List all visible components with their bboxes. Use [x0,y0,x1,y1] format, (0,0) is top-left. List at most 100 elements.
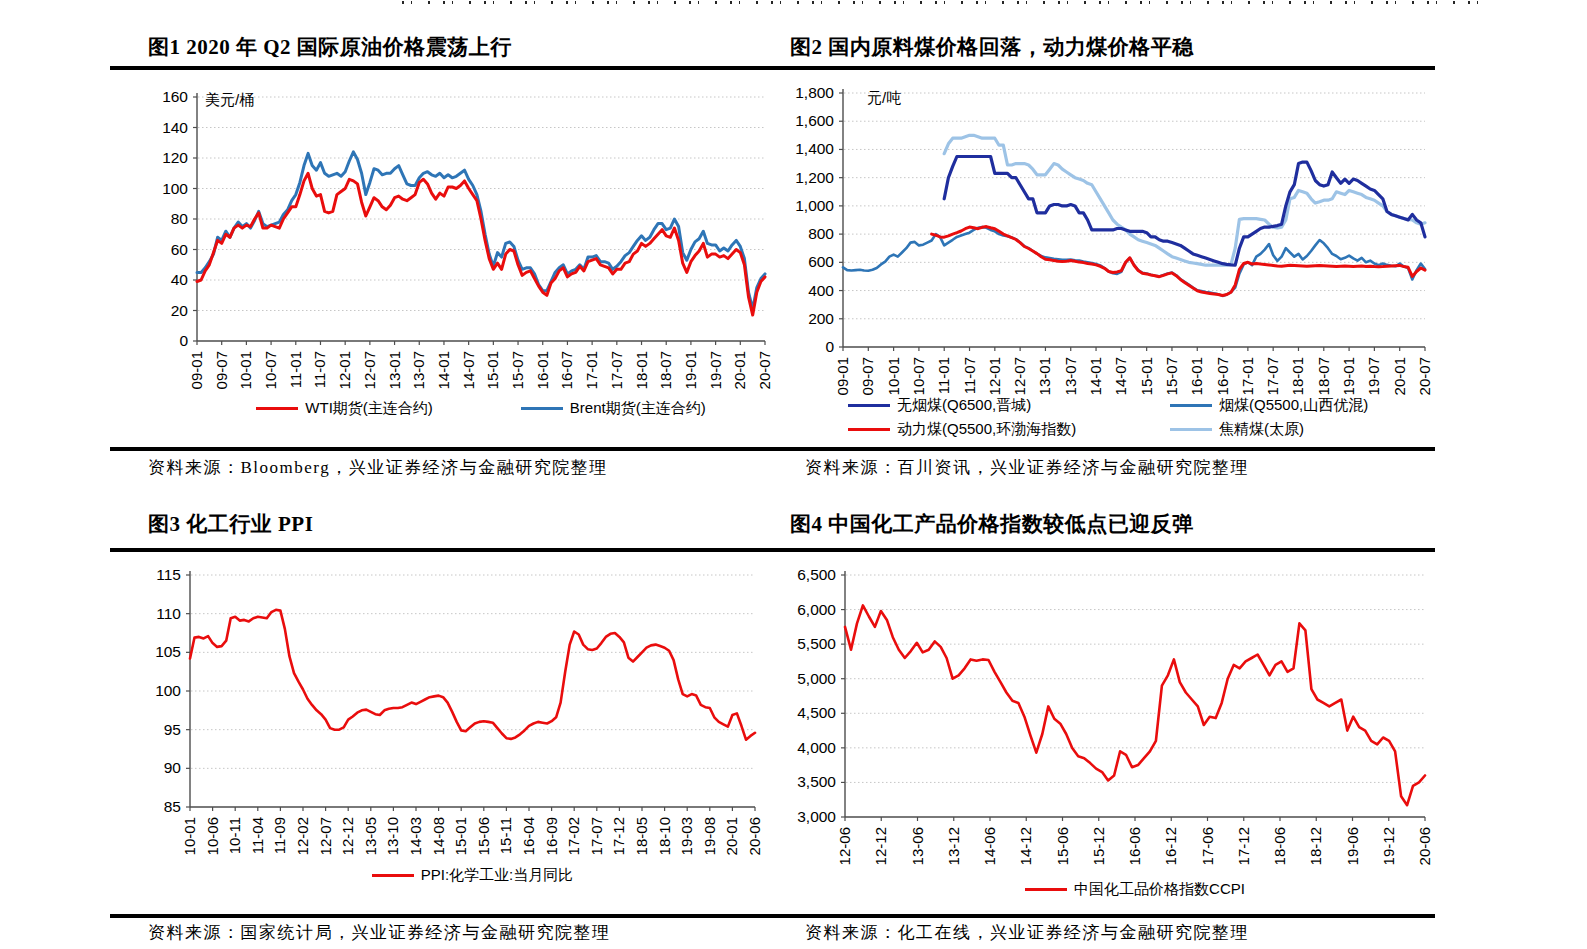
x-tick-label: 18-01 [633,351,650,389]
x-tick-label: 15-12 [1090,827,1107,865]
series-line-0 [845,605,1425,805]
x-tick-label: 15-06 [475,817,492,855]
bituminous-line-swatch [1170,404,1212,407]
wti-line-swatch [256,407,298,410]
x-tick-label: 14-03 [407,817,424,855]
coking-line-swatch [1170,428,1212,431]
x-tick-label: 19-08 [701,817,718,855]
x-tick-label: 17-12 [1235,827,1252,865]
legend-item-ccpi: 中国化工品价格指数CCPI [1025,880,1245,899]
x-tick-label: 16-04 [520,817,537,855]
y-tick-label: 0 [179,332,188,349]
y-tick-label: 4,000 [797,739,836,756]
figure3-title: 图3 化工行业 PPI [148,510,313,538]
x-tick-label: 09-07 [213,351,230,389]
y-tick-label: 0 [825,338,834,355]
x-tick-label: 20-01 [731,351,748,389]
x-tick-label: 18-12 [1307,827,1324,865]
x-tick-label: 17-06 [1199,827,1216,865]
y-tick-label: 6,000 [797,601,836,618]
y-tick-label: 400 [808,282,834,299]
x-tick-label: 18-07 [1315,357,1332,395]
y-tick-label: 80 [171,210,189,227]
y-tick-label: 1,400 [795,140,834,157]
x-tick-label: 17-07 [588,817,605,855]
x-tick-label: 10-07 [910,357,927,395]
legend-item-wti: WTI期货(主连合约) [256,399,432,418]
x-tick-label: 12-01 [336,351,353,389]
legend-item-coking: 焦精煤(太原) [1170,420,1368,439]
x-tick-label: 16-01 [534,351,551,389]
x-tick-label: 11-01 [935,357,952,394]
legend-label: 中国化工品价格指数CCPI [1074,880,1245,899]
x-tick-label: 15-07 [1163,357,1180,395]
figure2-legend: 无烟煤(Q6500,晋城) 烟煤(Q5500,山西优混) 动力煤(Q5500,环… [848,396,1368,439]
ppi-line-swatch [372,874,414,877]
brent-line-swatch [521,407,563,410]
x-tick-label: 13-01 [1036,357,1053,395]
legend-label: 动力煤(Q5500,环渤海指数) [897,420,1076,439]
y-tick-label: 1,600 [795,112,834,129]
x-tick-label: 18-05 [633,817,650,855]
x-tick-label: 20-06 [1416,827,1433,865]
x-tick-label: 11-07 [311,351,328,388]
y-tick-label: 160 [162,88,188,105]
x-tick-label: 14-07 [460,351,477,389]
y-tick-label: 5,500 [797,635,836,652]
x-tick-label: 16-06 [1126,827,1143,865]
title-underline-bottom [110,548,1435,552]
figure1-source: 资料来源：Bloomberg，兴业证券经济与金融研究院整理 [148,456,608,479]
x-tick-label: 19-07 [707,351,724,389]
x-tick-label: 12-01 [986,357,1003,395]
x-tick-label: 11-04 [249,817,266,854]
figure4-source: 资料来源：化工在线，兴业证券经济与金融研究院整理 [805,921,1249,944]
legend-item-brent: Brent期货(主连合约) [521,399,706,418]
x-tick-label: 19-06 [1344,827,1361,865]
x-tick-label: 18-01 [1289,357,1306,395]
x-tick-label: 16-01 [1188,357,1205,395]
section-divider-mid [110,447,1435,451]
x-tick-label: 12-12 [872,827,889,865]
x-tick-label: 09-01 [834,357,851,395]
legend-label: 焦精煤(太原) [1219,420,1304,439]
report-page: 图1 2020 年 Q2 国际原油价格震荡上行 图2 国内原料煤价格回落，动力煤… [0,0,1587,949]
legend-item-thermal: 动力煤(Q5500,环渤海指数) [848,420,1170,439]
y-tick-label: 5,000 [797,670,836,687]
figure4-legend: 中国化工品价格指数CCPI [845,880,1425,899]
series-line-1 [197,152,765,309]
y-tick-label: 85 [164,798,181,815]
x-tick-label: 11-01 [287,351,304,388]
x-tick-label: 19-07 [1365,357,1382,395]
x-tick-label: 11-07 [961,357,978,394]
legend-item-ppi: PPI:化学工业:当月同比 [372,866,574,885]
y-tick-label: 800 [808,225,834,242]
x-tick-label: 18-06 [1271,827,1288,865]
y-tick-label: 6,500 [797,566,836,583]
x-tick-label: 14-01 [435,351,452,389]
x-tick-label: 15-01 [1138,357,1155,395]
x-tick-label: 19-01 [1340,357,1357,395]
x-tick-label: 20-01 [1391,357,1408,395]
legend-label: WTI期货(主连合约) [305,399,432,418]
x-tick-label: 17-01 [1239,357,1256,395]
x-tick-label: 17-01 [583,351,600,389]
y-tick-label: 600 [808,253,834,270]
y-tick-label: 60 [171,241,189,258]
x-tick-label: 13-06 [909,827,926,865]
axis-unit-label: 元/吨 [867,89,901,106]
legend-item-anthracite: 无烟煤(Q6500,晋城) [848,396,1170,415]
series-line-3 [944,135,1425,265]
y-tick-label: 1,000 [795,197,834,214]
x-tick-label: 20-07 [1416,357,1433,395]
x-tick-label: 16-07 [558,351,575,389]
x-tick-label: 19-01 [682,351,699,389]
x-tick-label: 10-01 [237,351,254,389]
x-tick-label: 20-07 [756,351,773,389]
x-tick-label: 16-12 [1162,827,1179,865]
y-tick-label: 3,000 [797,808,836,825]
x-tick-label: 20-06 [746,817,763,855]
x-tick-label: 12-12 [339,817,356,855]
x-tick-label: 18-07 [657,351,674,389]
y-tick-label: 100 [162,180,188,197]
axis-unit-label: 美元/桶 [205,91,254,108]
